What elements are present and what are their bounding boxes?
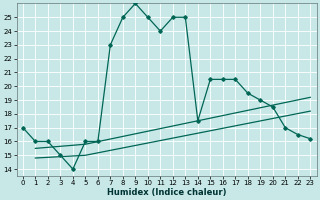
X-axis label: Humidex (Indice chaleur): Humidex (Indice chaleur): [107, 188, 226, 197]
